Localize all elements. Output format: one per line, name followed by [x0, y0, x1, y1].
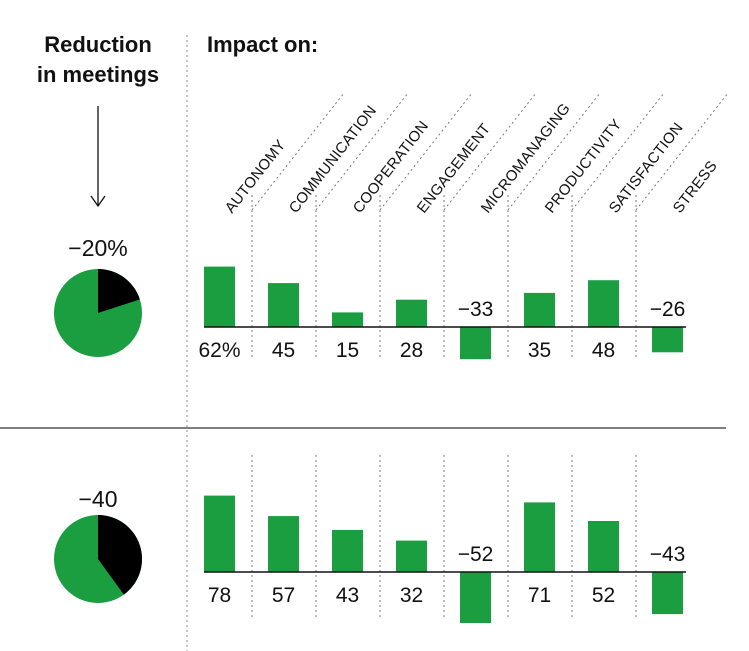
bars: [204, 266, 683, 623]
value-label-stress-row1: −26: [650, 298, 686, 321]
value-label-autonomy-row2: 78: [208, 584, 231, 607]
left-header-line-2: in meetings: [37, 62, 159, 87]
left-header-line-1: Reduction: [44, 32, 152, 57]
baselines: [204, 326, 686, 573]
bar-communication-row1: [268, 283, 299, 327]
bar-stress-row2: [652, 572, 683, 615]
value-label-micromanaging-row1: −33: [458, 298, 494, 321]
value-label-productivity-row2: 71: [528, 584, 551, 607]
down-arrow-icon: [90, 106, 106, 208]
bar-micromanaging-row2: [460, 572, 491, 623]
pies: [54, 269, 143, 603]
value-label-communication-row2: 57: [272, 584, 295, 607]
bar-productivity-row2: [524, 502, 555, 572]
bar-micromanaging-row1: [460, 327, 491, 360]
value-label-engagement-row1: 28: [400, 339, 423, 362]
category-label: AUTONOMY: [222, 137, 290, 217]
value-label-satisfaction-row2: 52: [592, 584, 615, 607]
bar-cooperation-row2: [332, 529, 363, 572]
bar-satisfaction-row1: [588, 280, 619, 327]
right-header: Impact on:: [207, 32, 318, 57]
value-label-engagement-row2: 32: [400, 584, 423, 607]
bar-autonomy-row1: [204, 266, 235, 327]
value-label-micromanaging-row2: −52: [458, 543, 494, 566]
value-label-stress-row2: −43: [650, 543, 686, 566]
value-label-autonomy-row1: 62%: [198, 339, 240, 362]
bar-communication-row2: [268, 516, 299, 572]
value-label-satisfaction-row1: 48: [592, 339, 615, 362]
category-labels: AUTONOMYCOMMUNICATIONCOOPERATIONENGAGEME…: [222, 100, 721, 216]
value-labels: 62% 45 15 28 −33 35 48 −26 78 57 43 32 −52 71 52 −43: [198, 298, 685, 607]
value-label-cooperation-row1: 15: [336, 339, 359, 362]
pie-reduction-slice-2: [98, 515, 143, 595]
bar-engagement-row1: [396, 299, 427, 327]
row1-reduction-label: −20%: [68, 235, 127, 261]
bar-satisfaction-row2: [588, 521, 619, 572]
category-label: STRESS: [670, 158, 721, 217]
pie-reduction-slice-1: [98, 269, 140, 313]
bar-stress-row1: [652, 327, 683, 353]
row2-reduction-label: −40: [78, 486, 117, 512]
value-label-communication-row1: 45: [272, 339, 295, 362]
value-label-productivity-row1: 35: [528, 339, 551, 362]
bar-engagement-row2: [396, 540, 427, 572]
bar-cooperation-row1: [332, 312, 363, 327]
bar-productivity-row1: [524, 292, 555, 327]
value-label-cooperation-row2: 43: [336, 584, 359, 607]
bar-autonomy-row2: [204, 495, 235, 572]
